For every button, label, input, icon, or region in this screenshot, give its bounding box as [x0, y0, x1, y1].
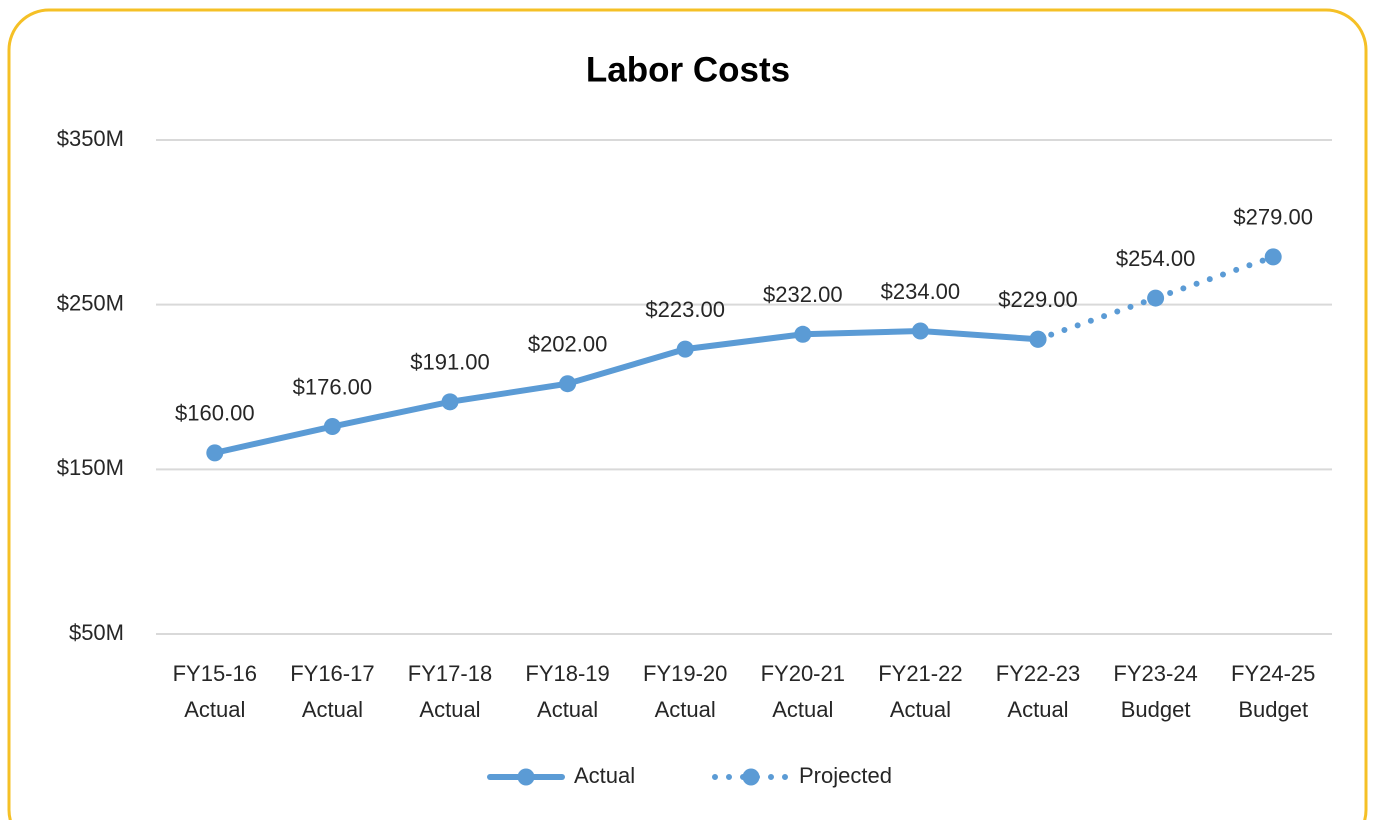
x-tick-label: Actual — [1007, 697, 1068, 722]
x-tick-label: FY21-22 — [878, 661, 962, 686]
x-tick-label: FY17-18 — [408, 661, 492, 686]
x-tick-label: Budget — [1238, 697, 1308, 722]
point — [794, 325, 812, 343]
x-tick-label: FY16-17 — [290, 661, 374, 686]
x-tick-label: FY22-23 — [996, 661, 1080, 686]
x-tick-label: Actual — [655, 697, 716, 722]
x-tick-label: Budget — [1121, 697, 1191, 722]
y-tick-label: $350M — [57, 126, 124, 151]
x-tick-label: Actual — [890, 697, 951, 722]
point — [323, 418, 341, 436]
y-tick-label: $150M — [57, 455, 124, 480]
value-label: $254.00 — [1116, 246, 1196, 271]
value-label: $191.00 — [410, 350, 490, 375]
x-tick-label: Actual — [537, 697, 598, 722]
value-label: $279.00 — [1233, 205, 1313, 230]
y-tick-label: $250M — [57, 290, 124, 315]
value-label: $229.00 — [998, 287, 1078, 312]
point — [1029, 330, 1047, 348]
value-label: $160.00 — [175, 401, 255, 426]
x-tick-label: FY23-24 — [1113, 661, 1197, 686]
point — [206, 444, 224, 462]
legend-marker — [742, 768, 760, 786]
y-tick-label: $50M — [69, 620, 124, 645]
point — [1264, 248, 1282, 266]
x-tick-label: FY20-21 — [761, 661, 845, 686]
point — [676, 340, 694, 358]
point — [911, 322, 929, 340]
value-label: $232.00 — [763, 282, 843, 307]
legend-marker — [517, 768, 535, 786]
x-tick-label: FY18-19 — [525, 661, 609, 686]
value-label: $202.00 — [528, 332, 608, 357]
x-tick-label: FY24-25 — [1231, 661, 1315, 686]
point — [441, 393, 459, 411]
point — [559, 375, 577, 393]
legend-label: Actual — [574, 763, 635, 788]
x-tick-label: FY19-20 — [643, 661, 727, 686]
x-tick-label: Actual — [419, 697, 480, 722]
value-label: $234.00 — [881, 279, 961, 304]
value-label: $176.00 — [293, 374, 373, 399]
value-label: $223.00 — [645, 297, 725, 322]
x-tick-label: FY15-16 — [173, 661, 257, 686]
x-tick-label: Actual — [184, 697, 245, 722]
x-tick-label: Actual — [772, 697, 833, 722]
chart-border — [7, 8, 1368, 820]
chart-title: Labor Costs — [586, 50, 790, 89]
x-tick-label: Actual — [302, 697, 363, 722]
point — [1147, 289, 1165, 307]
legend-label: Projected — [799, 763, 892, 788]
series-line — [211, 328, 1041, 456]
